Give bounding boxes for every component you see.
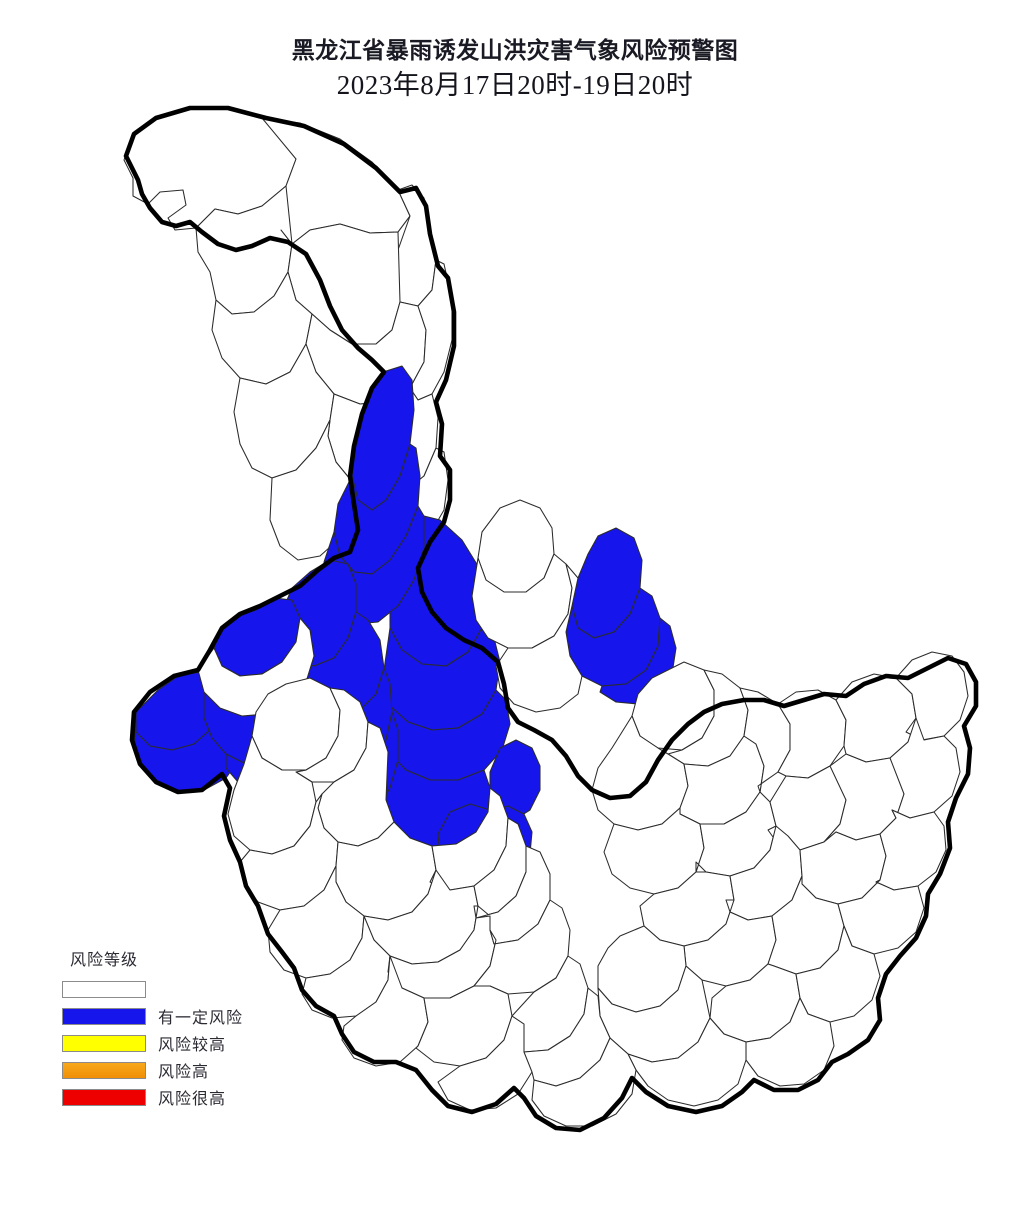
legend-title: 风险等级 xyxy=(70,952,139,969)
legend-swatch-higher-risk xyxy=(62,1034,146,1052)
county xyxy=(477,499,555,593)
legend-swatch-no-risk xyxy=(62,980,146,998)
county-group-south xyxy=(437,955,637,1127)
province-boundary xyxy=(123,105,979,1133)
legend-label-some-risk: 有一定风险 xyxy=(158,1010,244,1027)
legend-row-higher-risk: 风险较高 xyxy=(58,1032,318,1054)
legend-label-higher-risk: 风险较高 xyxy=(158,1037,227,1054)
province-outline-path xyxy=(123,105,979,1133)
legend-label-high-risk: 风险高 xyxy=(158,1064,210,1081)
legend-swatch-high-risk xyxy=(62,1061,146,1079)
legend-row-high-risk: 风险高 xyxy=(58,1059,318,1081)
county-group-east xyxy=(471,499,969,1107)
county xyxy=(745,997,835,1087)
legend: 风险等级 有一定风险 风险较高 风险高 风险很高 xyxy=(58,946,318,1113)
legend-swatch-some-risk xyxy=(62,1007,146,1025)
legend-row-very-high-risk: 风险很高 xyxy=(58,1086,318,1108)
county xyxy=(627,1017,747,1107)
legend-label-very-high-risk: 风险很高 xyxy=(158,1091,227,1108)
legend-swatch-very-high-risk xyxy=(62,1088,146,1106)
legend-row-no-risk xyxy=(58,978,318,1000)
legend-row-some-risk: 有一定风险 xyxy=(58,1005,318,1027)
county-group-west xyxy=(197,617,571,1067)
